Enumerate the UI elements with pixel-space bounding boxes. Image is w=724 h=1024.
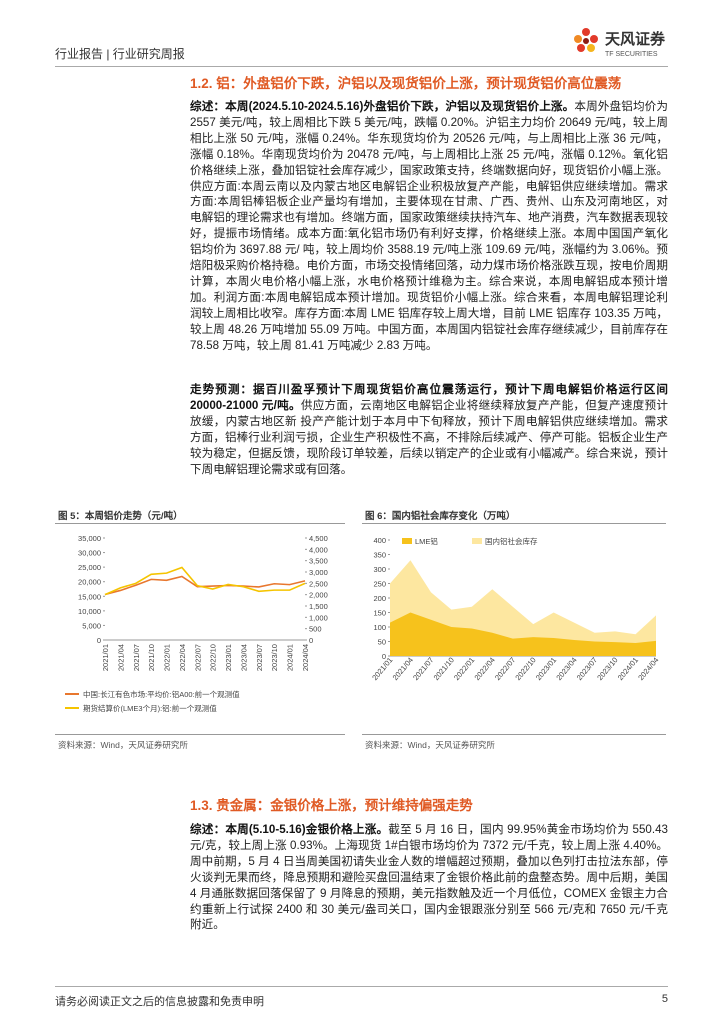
y2-tick-label: 4,500 xyxy=(309,534,328,543)
y-tick-label: 35,000 xyxy=(78,534,101,543)
y-tick-label: 250 xyxy=(373,580,386,589)
figure-chart: 0501001502002503003504002021/012021/0420… xyxy=(370,536,660,683)
paragraph-lead: 综述：本周(2024.5.10-2024.5.16)外盘铝价下跌，沪铝以及现货铝… xyxy=(190,100,575,113)
header-label: 行业报告 | 行业研究周报 xyxy=(55,47,185,61)
section-heading: 1.2. 铝：外盘铝价下跌，沪铝以及现货铝价上涨，预计现货铝价高位震荡 xyxy=(190,76,622,91)
y-tick-label: 50 xyxy=(378,638,386,647)
paragraph-lead: 综述：本周(5.10-5.16)金银价格上涨。 xyxy=(190,823,389,836)
section-heading: 1.3. 贵金属：金银价格上涨，预计维持偏强走势 xyxy=(190,798,473,813)
y2-tick-label: 500 xyxy=(309,625,322,634)
legend-label: 期货结算价(LME3个月):铝:前一个观测值 xyxy=(83,703,217,713)
area xyxy=(390,612,656,656)
figure-rule xyxy=(362,734,666,735)
x-tick-label: 2022/07 xyxy=(493,656,517,683)
y-tick-label: 150 xyxy=(373,609,386,618)
x-tick-label: 2021/10 xyxy=(432,656,456,683)
y-tick-label: 30,000 xyxy=(78,549,101,558)
y2-tick-label: 1,000 xyxy=(309,613,328,622)
y-tick-label: 100 xyxy=(373,623,386,632)
x-tick-label: 2023/10 xyxy=(270,644,279,671)
logo: 天风证券 TF SECURITIES xyxy=(574,28,666,58)
x-tick-label: 2023/01 xyxy=(534,656,558,683)
figure-source: 资料来源：Wind，天风证券研究所 xyxy=(58,740,188,750)
y-tick-label: 0 xyxy=(382,652,386,661)
y2-tick-label: 4,000 xyxy=(309,545,328,554)
figure-chart: 0 5,000 10,000 15,000 20,000 25,000 30,000 35,0… xyxy=(65,534,328,713)
x-tick-label: 2023/04 xyxy=(554,656,578,683)
y2-tick-label: 3,500 xyxy=(309,557,328,566)
paragraph: 综述：本周(5.10-5.16)金银价格上涨。截至 5 月 16 日，国内 99… xyxy=(190,822,668,933)
x-tick-label: 2023/04 xyxy=(239,644,248,671)
x-tick-label: 2022/01 xyxy=(163,644,172,671)
paragraph: 综述：本周(2024.5.10-2024.5.16)外盘铝价下跌，沪铝以及现货铝… xyxy=(190,99,668,354)
figure-rule xyxy=(55,523,345,524)
y-tick-label: 5,000 xyxy=(82,621,101,630)
figure-source: 资料来源：Wind，天风证券研究所 xyxy=(365,740,495,750)
legend-swatch xyxy=(402,538,412,544)
x-tick-label: 2022/10 xyxy=(209,644,218,671)
figure-title: 图 5：本周铝价走势（元/吨） xyxy=(58,511,183,522)
x-tick-label: 2021/10 xyxy=(147,644,156,671)
figure-rule xyxy=(55,734,345,735)
footer-disclaimer: 请务必阅读正文之后的信息披露和免责申明 xyxy=(55,996,264,1008)
line xyxy=(104,575,306,596)
x-tick-label: 2023/10 xyxy=(595,656,619,683)
x-tick-label: 2023/07 xyxy=(575,656,599,683)
y-tick-label: 400 xyxy=(373,536,386,545)
figure-title: 图 6：国内铝社会库存变化（万吨） xyxy=(365,511,516,522)
x-tick-label: 2022/04 xyxy=(473,656,497,683)
header-rule xyxy=(55,66,668,67)
legend-swatch xyxy=(472,538,482,544)
x-tick-label: 2021/07 xyxy=(411,656,435,683)
y2-tick-label: 1,500 xyxy=(309,602,328,611)
y-tick-label: 200 xyxy=(373,594,386,603)
figure-rule xyxy=(362,523,666,524)
logo-text: 天风证券 xyxy=(605,30,666,48)
y-tick-label: 350 xyxy=(373,551,386,560)
x-tick-label: 2024/01 xyxy=(616,656,640,683)
x-tick-label: 2021/04 xyxy=(116,644,125,671)
legend-label: 国内铝社会库存 xyxy=(485,536,538,546)
y-tick-label: 10,000 xyxy=(78,607,101,616)
y-tick-label: 300 xyxy=(373,565,386,574)
y-tick-label: 25,000 xyxy=(78,563,101,572)
line xyxy=(104,566,306,596)
x-tick-label: 2022/10 xyxy=(513,656,537,683)
x-tick-label: 2021/07 xyxy=(132,644,141,671)
legend-label: LME铝 xyxy=(415,536,438,546)
legend-label: 中国:长江有色市场:平均价:铝A00:前一个观测值 xyxy=(83,689,240,699)
y2-tick-label: 3,000 xyxy=(309,568,328,577)
y2-tick-label: 0 xyxy=(309,636,313,645)
y-tick-label: 15,000 xyxy=(78,592,101,601)
y-tick-label: 0 xyxy=(97,636,101,645)
logo-subtext: TF SECURITIES xyxy=(605,51,658,58)
paragraph-text: 本周外盘铝均价为 2557 美元/吨，较上周相比下跌 5 美元/吨，跌幅 0.2… xyxy=(190,100,668,352)
x-tick-label: 2024/04 xyxy=(636,656,660,683)
paragraph: 走势预测：据百川盈孚预计下周现货铝价高位震荡运行，预计下周电解铝价格运行区间 2… xyxy=(190,382,668,477)
y2-tick-label: 2,500 xyxy=(309,579,328,588)
x-tick-label: 2024/01 xyxy=(286,644,295,671)
x-tick-label: 2021/01 xyxy=(101,644,110,671)
paragraph-lead: 走势预测：据百川盈孚预计下周现货铝价高位震荡运行，预计下周电解铝价格运行区间 2… xyxy=(190,383,668,412)
x-tick-label: 2022/07 xyxy=(193,644,202,671)
x-tick-label: 2024/04 xyxy=(301,644,310,671)
paragraph-text: 截至 5 月 16 日，国内 99.95%黄金市场均价为 550.43 元/克，… xyxy=(190,823,668,932)
footer-rule xyxy=(55,986,668,987)
y2-tick-label: 2,000 xyxy=(309,591,328,600)
page-number: 5 xyxy=(661,993,668,1005)
x-tick-label: 2022/04 xyxy=(178,644,187,671)
x-tick-label: 2023/07 xyxy=(255,644,264,671)
x-tick-label: 2023/01 xyxy=(224,644,233,671)
x-tick-label: 2022/01 xyxy=(452,656,476,683)
paragraph-text: 供应方面，云南地区电解铝企业将继续释放复产产能，但复产速度预计放缓，内蒙古地区新… xyxy=(190,398,668,476)
y-tick-label: 20,000 xyxy=(78,578,101,587)
x-tick-label: 2021/04 xyxy=(391,656,415,683)
logo-mark xyxy=(574,28,598,52)
